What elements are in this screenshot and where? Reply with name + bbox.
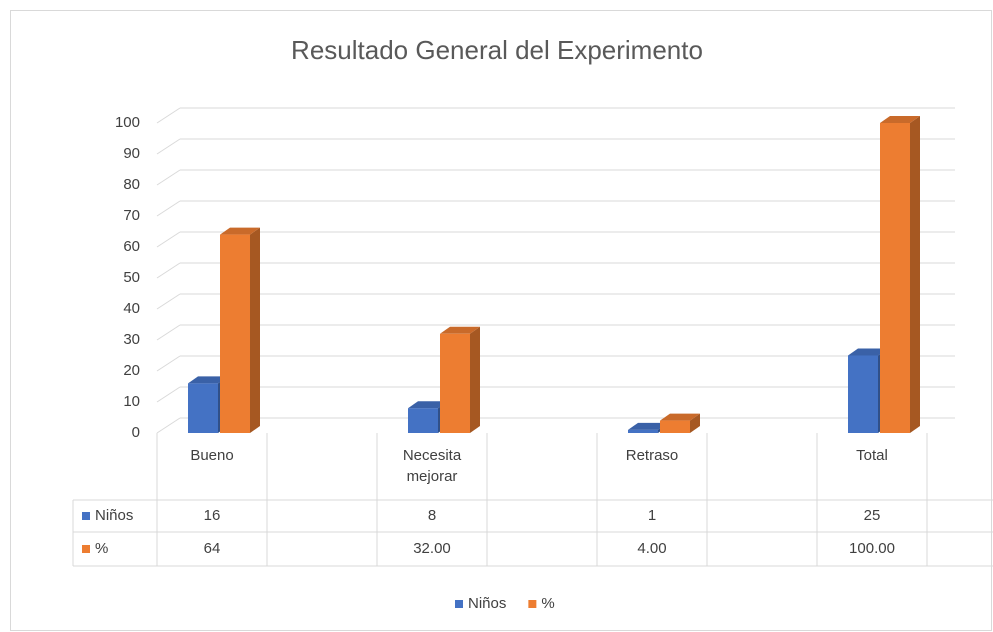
bar-top [188,376,228,384]
table-value: 25 [864,507,881,524]
legend-key [455,600,463,608]
y-tick-label: 80 [123,176,140,193]
y-tick-label: 60 [123,238,140,255]
table-value: 64 [204,540,221,557]
bar-top [220,227,260,235]
category-label-box: Retraso [625,447,679,464]
y-tick-label: 70 [123,207,140,224]
bar-top [660,413,700,421]
bar-top [408,401,448,409]
table-series-name: Niños [95,507,133,524]
bar [440,326,480,433]
grid-line [156,355,181,372]
grid-line [156,231,181,248]
y-tick-label: 90 [123,145,140,162]
table-value: 8 [428,507,436,524]
bar [220,227,260,433]
bar-side [250,227,260,433]
y-tick-label: 50 [123,269,140,286]
bar-front [660,420,690,433]
table-value: 1 [648,507,656,524]
grid-line [156,262,181,279]
legend-label: Niños [468,595,506,612]
x-tick-label: Retraso [625,447,679,464]
chart-title: Resultado General del Experimento [291,35,703,65]
grid-line [156,293,181,310]
bar-top [848,348,888,356]
category-label-box: Bueno [190,447,234,464]
legend-key [528,600,537,608]
y-tick-label: 20 [123,362,140,379]
y-tick-label: 0 [132,424,140,441]
table-series-name: % [95,540,108,557]
table-legend-key [82,545,90,553]
table-value: 4.00 [637,540,666,557]
bar-side [690,413,700,433]
chart-border [10,10,992,631]
category-label-box: Necesita mejorar [402,447,462,485]
table-value: 16 [204,507,221,524]
grid-line [156,417,181,434]
table-value: 100.00 [849,540,895,557]
y-tick-label: 30 [123,331,140,348]
bar-top [880,116,920,123]
bar-front [848,355,878,433]
bar-front [188,383,218,433]
y-tick-label: 100 [115,114,140,131]
bar-side [910,116,920,433]
grid-line [156,200,181,217]
x-tick-label: Total [856,447,888,464]
grid-line [156,386,181,403]
grid-line [156,169,181,186]
table-legend-key [82,512,90,520]
bar-front [440,333,470,433]
grid-line [156,107,181,124]
bar-side [470,326,480,433]
bar [660,413,700,433]
x-tick-label: Bueno [190,447,234,464]
bar-top [440,326,480,334]
bar-front [220,234,250,433]
x-tick-label: Necesita mejorar [402,447,462,485]
bar-front [408,408,438,433]
legend-label: % [541,595,554,612]
bar-front [880,123,910,433]
bar-top [628,422,668,430]
table-value: 32.00 [413,540,451,557]
grid-line [156,138,181,155]
y-tick-label: 10 [123,393,140,410]
y-tick-label: 40 [123,300,140,317]
bar [880,116,920,433]
grid-line [156,324,181,341]
bar-front [628,429,658,433]
category-label-box: Total [856,447,888,464]
